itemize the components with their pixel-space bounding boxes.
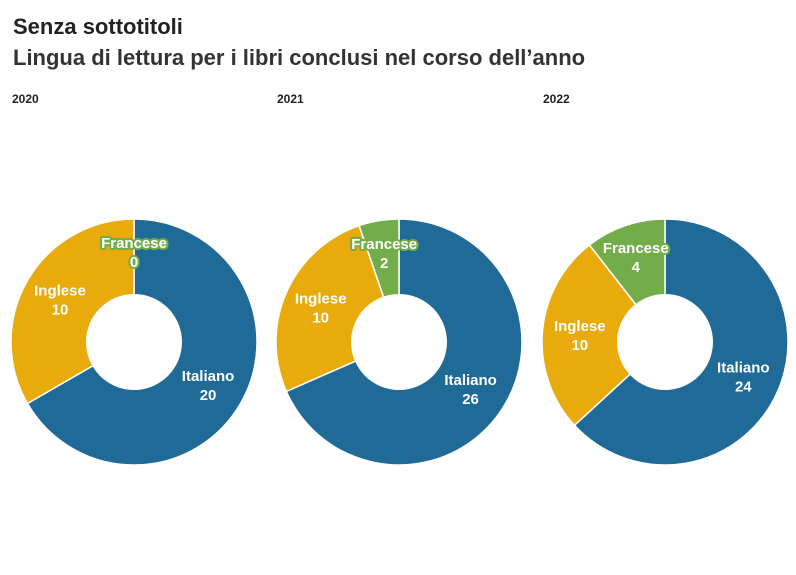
- chart-year-label: 2021: [277, 92, 304, 106]
- slice-value-francese: 0: [130, 254, 138, 271]
- slice-label-italiano: Italiano 20: [182, 368, 235, 404]
- slice-name-italiano: Italiano: [717, 359, 770, 376]
- chart-subtitle: Lingua di lettura per i libri conclusi n…: [13, 45, 586, 70]
- slice-name-italiano: Italiano: [444, 372, 497, 389]
- slice-name-inglese: Inglese: [295, 291, 347, 308]
- slice-label-francese: Francese 2: [349, 234, 419, 274]
- slice-value-italiano: 26: [462, 391, 479, 408]
- donut-hole: [86, 294, 182, 390]
- donut-hole: [617, 294, 713, 390]
- donut-svg: Italiano 26 Inglese 10 Francese 2: [275, 218, 523, 466]
- slice-value-inglese: 10: [52, 301, 69, 318]
- slice-label-italiano: Italiano 26: [444, 372, 497, 408]
- slice-name-inglese: Inglese: [554, 318, 606, 335]
- slice-label-inglese: Inglese 10: [295, 291, 347, 327]
- slice-name-inglese: Inglese: [34, 282, 86, 299]
- slice-value-inglese: 10: [312, 310, 329, 327]
- donut-chart-2020: 2020 Italiano 20 Inglese 10 Francese 0: [10, 92, 277, 492]
- slice-inglese: [541, 243, 667, 427]
- donut-chart-2022: 2022 Italiano 24 Inglese 10 Francese 4: [541, 92, 796, 492]
- slice-name-italiano: Italiano: [182, 368, 235, 385]
- donut-chart-2021: 2021 Italiano 26 Inglese 10 Francese 2: [275, 92, 542, 492]
- donut-svg: Italiano 24 Inglese 10 Francese 4: [541, 218, 789, 466]
- slice-name-francese: Francese: [603, 240, 669, 257]
- slice-value-inglese: 10: [571, 337, 588, 354]
- chart-title: Senza sottotitoli: [13, 14, 183, 39]
- slice-label-francese: Francese 0: [99, 233, 169, 273]
- slice-value-francese: 4: [632, 259, 641, 276]
- slice-label-inglese: Inglese 10: [554, 318, 606, 354]
- slice-name-francese: Francese: [351, 236, 417, 253]
- slice-name-francese: Francese: [101, 235, 167, 252]
- slice-value-italiano: 24: [735, 378, 752, 395]
- donut-svg: Italiano 20 Inglese 10 Francese 0: [10, 218, 258, 466]
- slice-label-francese: Francese 4: [601, 238, 671, 278]
- slice-label-inglese: Inglese 10: [34, 282, 86, 318]
- slice-label-italiano: Italiano 24: [717, 359, 770, 395]
- chart-year-label: 2022: [543, 92, 570, 106]
- slice-value-italiano: 20: [200, 387, 217, 404]
- donut-hole: [351, 294, 447, 390]
- slice-value-francese: 2: [380, 255, 388, 272]
- chart-year-label: 2020: [12, 92, 39, 106]
